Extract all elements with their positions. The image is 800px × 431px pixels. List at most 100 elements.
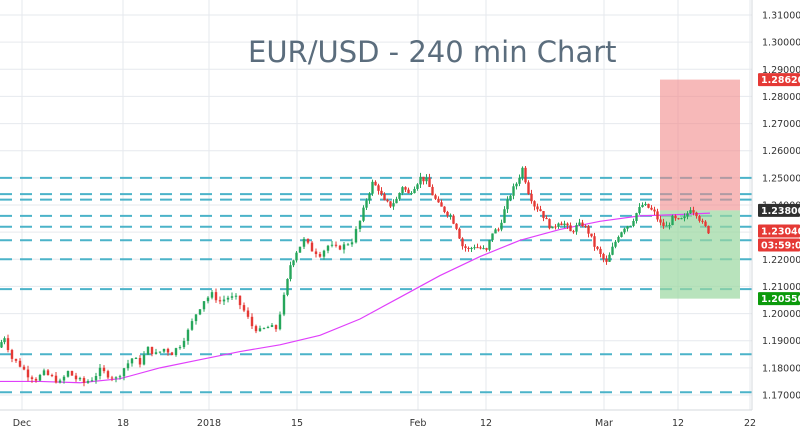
horizontal-levels [0, 176, 752, 394]
candle-body [214, 292, 218, 301]
candle-body [114, 377, 118, 379]
candle [398, 192, 401, 201]
candle-body [286, 279, 289, 295]
candle [42, 368, 46, 376]
candle-body [470, 247, 473, 249]
candle [491, 233, 494, 242]
candle [146, 346, 150, 355]
candle [0, 339, 3, 348]
candle-body [443, 206, 446, 212]
candle-body [318, 254, 322, 257]
candle [292, 259, 295, 268]
candle [50, 373, 54, 378]
candle-body [246, 310, 250, 317]
candle [446, 210, 449, 218]
candle [509, 194, 512, 202]
candle-body [14, 358, 18, 361]
candle [242, 302, 246, 313]
candle-body [383, 193, 386, 201]
candle [476, 243, 479, 249]
candle [506, 196, 509, 214]
candle-body [584, 225, 587, 227]
candle [452, 214, 455, 225]
candle [545, 215, 548, 220]
candle [306, 238, 310, 245]
candle [515, 182, 518, 190]
candle-body [130, 358, 134, 364]
candle-body [50, 375, 54, 377]
candle [419, 172, 422, 188]
stop-loss-zone [660, 79, 740, 211]
candle [54, 371, 58, 384]
candle [587, 225, 590, 238]
candle-body [365, 200, 368, 208]
candle-body [476, 247, 479, 249]
candle [557, 222, 560, 229]
candle [362, 205, 365, 223]
candle-body [66, 371, 70, 377]
candle-body [350, 242, 354, 245]
candle-body [521, 167, 524, 178]
candle [274, 324, 278, 332]
candle [605, 255, 608, 265]
candle-body [653, 209, 656, 212]
x-axis[interactable]: Dec 18 2018 15 Feb 12 Mar 12 22 [0, 409, 756, 429]
candle-body [695, 212, 698, 217]
candle [701, 218, 704, 224]
candle [302, 236, 306, 249]
candle-body [46, 370, 50, 376]
chart-title: EUR/USD - 240 min Chart [248, 35, 617, 69]
candle-body [698, 216, 701, 221]
candle-body [440, 202, 443, 207]
candle [238, 295, 242, 310]
candle [422, 176, 425, 185]
candle-body [110, 377, 114, 379]
candle [18, 358, 22, 368]
candle [467, 246, 470, 252]
x-tick-label: 15 [291, 418, 303, 429]
candle-body [410, 193, 413, 195]
candle [182, 337, 186, 349]
candle [310, 241, 314, 252]
candle-body [515, 183, 518, 187]
candle [455, 223, 458, 231]
candle-body [226, 297, 230, 300]
candle-body [644, 203, 647, 205]
candle-body [494, 229, 497, 234]
candle-body [0, 342, 3, 348]
candle [122, 367, 126, 381]
y-tick-label: 1.27000 [762, 119, 800, 130]
candle-body [314, 251, 318, 255]
candle-body [626, 226, 629, 229]
y-tick-label: 1.20000 [762, 309, 800, 320]
candle [218, 296, 222, 305]
candle [632, 218, 635, 228]
candle-body [539, 209, 542, 212]
candle [596, 245, 599, 251]
candle [512, 183, 515, 200]
candle-body [551, 226, 554, 229]
candle [698, 214, 701, 223]
candle-body [377, 185, 380, 191]
candle-body [605, 258, 608, 262]
candle [262, 327, 266, 330]
candle-body [659, 219, 662, 223]
candle [668, 222, 671, 230]
candle [494, 228, 497, 234]
position-tool[interactable] [660, 79, 740, 299]
candle [608, 252, 611, 263]
candle-body [611, 246, 614, 255]
candle-body [425, 177, 428, 182]
candle-body [590, 233, 593, 237]
candle-body [680, 218, 683, 220]
candle [683, 213, 686, 222]
candle-body [689, 210, 692, 214]
candle [542, 210, 545, 222]
candle-body [102, 367, 106, 372]
candle-body [569, 225, 572, 232]
candle [674, 214, 677, 221]
x-tick-label: Dec [13, 418, 31, 429]
candle [78, 376, 82, 382]
